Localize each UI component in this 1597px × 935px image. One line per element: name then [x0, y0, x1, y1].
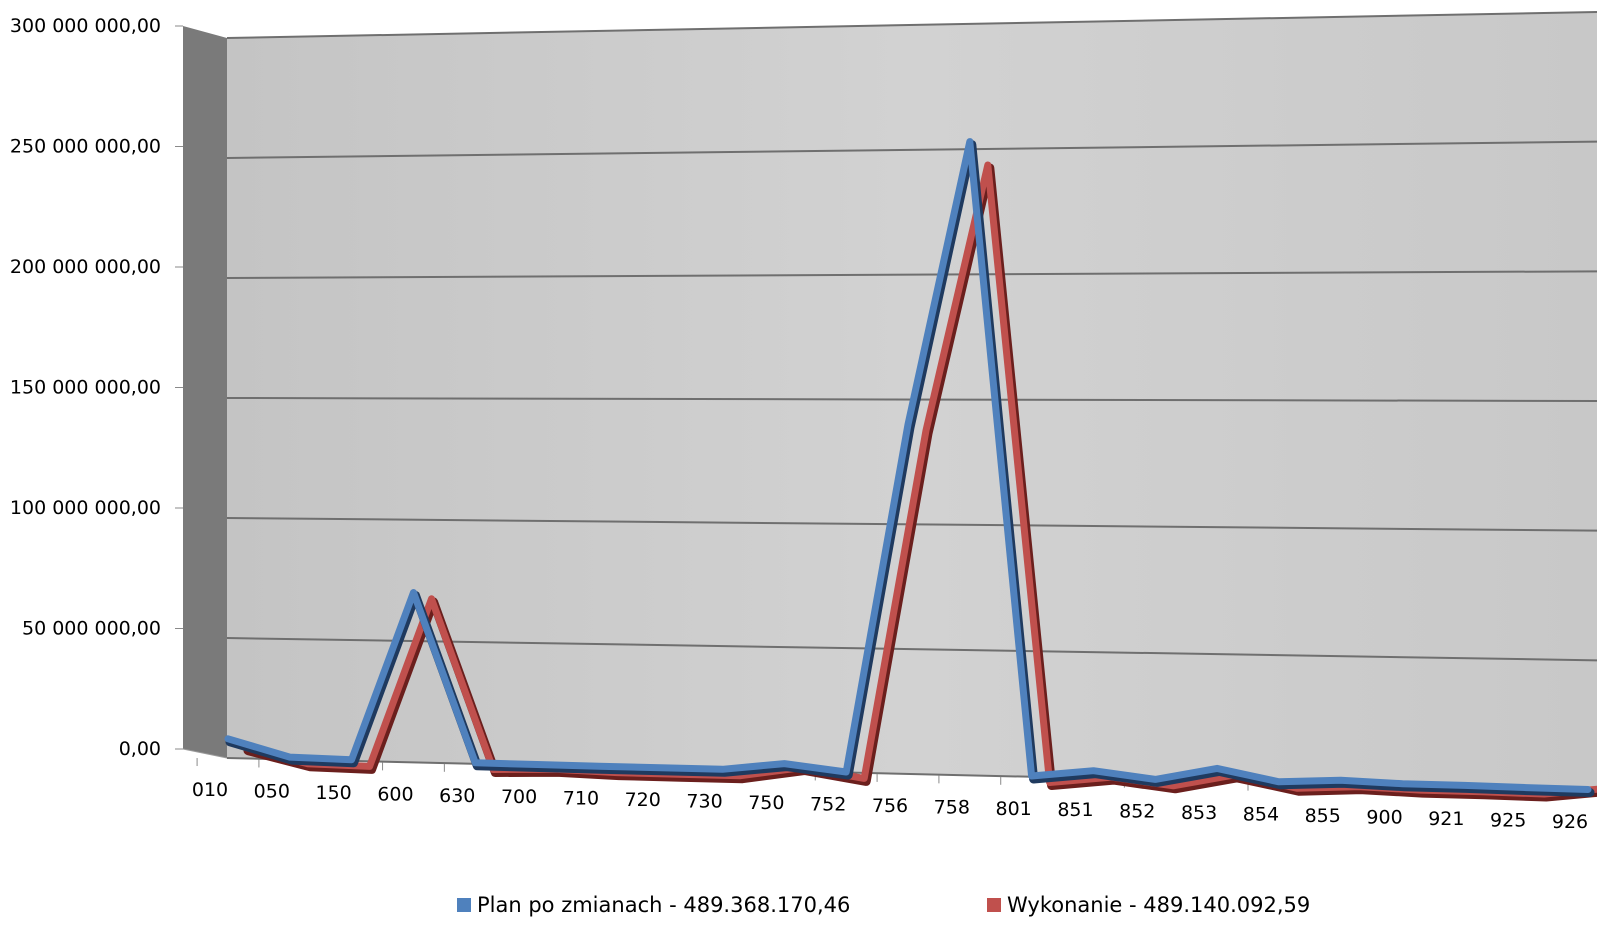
- y-tick-label: 250 000 000,00: [10, 136, 161, 158]
- x-tick-label: 925: [1490, 809, 1526, 831]
- y-tick-label: 0,00: [119, 738, 161, 760]
- x-tick-label: 926: [1552, 811, 1588, 833]
- y-tick-label: 100 000 000,00: [10, 497, 161, 519]
- gridline: [226, 637, 1597, 662]
- x-tick-label: 854: [1243, 804, 1279, 826]
- x-tick-label: 851: [1057, 799, 1093, 821]
- x-tick-label: 150: [316, 782, 352, 804]
- side-wall: [183, 26, 227, 758]
- y-tick-label: 200 000 000,00: [10, 256, 161, 278]
- gridline: [226, 11, 1597, 39]
- gridline: [226, 270, 1597, 279]
- x-tick-label: 600: [377, 783, 413, 805]
- legend-swatch-wykonanie: [987, 898, 1001, 912]
- x-tick-label: 720: [625, 789, 661, 811]
- x-tick-label: 630: [439, 785, 475, 807]
- legend: Plan po zmianach - 489.368.170,46 Wykona…: [0, 893, 1597, 923]
- x-tick-label: 010: [192, 779, 228, 801]
- x-tick-label: 900: [1366, 806, 1402, 828]
- x-tick-label: 853: [1181, 802, 1217, 824]
- x-tick-label: 855: [1305, 805, 1341, 827]
- legend-swatch-plan: [457, 898, 471, 912]
- legend-item-plan: Plan po zmianach - 489.368.170,46: [457, 893, 850, 917]
- legend-item-wykonanie: Wykonanie - 489.140.092,59: [987, 893, 1310, 917]
- floor-edge: [182, 748, 228, 759]
- y-tick-label: 50 000 000,00: [22, 618, 161, 640]
- gridline: [226, 140, 1597, 159]
- x-tick-label: 921: [1428, 808, 1464, 830]
- x-tick-label: 710: [563, 788, 599, 810]
- y-tick-label: 150 000 000,00: [10, 377, 161, 399]
- x-tick-label: 756: [872, 795, 908, 817]
- y-tick-label: 300 000 000,00: [10, 15, 161, 37]
- x-tick-label: 700: [501, 786, 537, 808]
- x-tick-label: 758: [934, 796, 970, 818]
- x-tick-label: 050: [254, 780, 290, 802]
- x-tick-label: 750: [748, 792, 784, 814]
- legend-label-wykonanie: Wykonanie - 489.140.092,59: [1007, 893, 1311, 917]
- x-tick-label: 852: [1119, 801, 1155, 823]
- x-tick-label: 801: [996, 798, 1032, 820]
- x-tick-label: 730: [686, 791, 722, 813]
- x-tick-label: 752: [810, 793, 846, 815]
- legend-label-plan: Plan po zmianach - 489.368.170,46: [477, 893, 851, 917]
